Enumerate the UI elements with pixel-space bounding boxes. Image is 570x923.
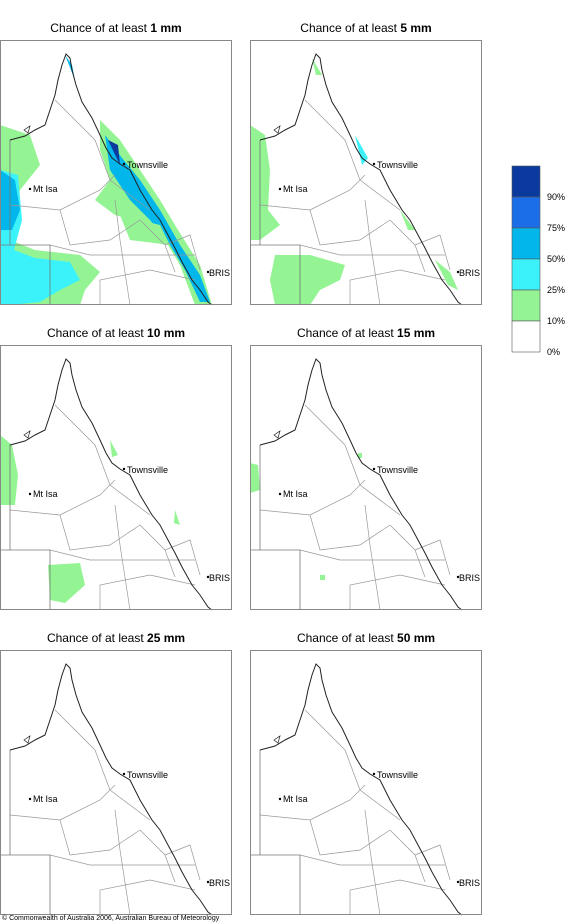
panel-title: Chance of at least 15 mm [297,326,435,340]
legend-swatch [511,165,541,198]
place-label: Mt Isa [33,489,58,499]
panel-2 [249,40,482,306]
title-amount: 1 mm [150,21,181,35]
title-amount: 25 mm [147,631,185,645]
place-label: BRIS [209,268,230,278]
title-amount: 15 mm [397,326,435,340]
panel-title: Chance of at least 1 mm [50,21,181,35]
legend-label: 25% [547,285,565,295]
place-label: Mt Isa [283,184,308,194]
title-amount: 5 mm [400,21,431,35]
place-label: Townsville [127,160,168,170]
place-label: BRIS [209,573,230,583]
panel-4 [249,345,482,611]
legend-label: 10% [547,316,565,326]
title-prefix: Chance of at least [300,21,397,35]
legend-swatch [511,289,541,322]
legend-swatch [511,196,541,229]
legend-label: 75% [547,223,565,233]
place-label: Townsville [127,465,168,475]
place-label: BRIS [209,878,230,888]
place-label: Townsville [127,770,168,780]
title-prefix: Chance of at least [297,326,394,340]
legend-label: 0% [547,347,560,357]
legend-label: 90% [547,192,565,202]
place-label: Mt Isa [283,794,308,804]
panel-1 [0,40,232,306]
copyright: © Commonwealth of Australia 2006, Austra… [2,914,220,922]
place-label: BRIS [459,878,480,888]
place-label: Townsville [377,160,418,170]
legend-label: 50% [547,254,565,264]
legend-swatch [511,320,541,353]
place-label: Mt Isa [33,794,58,804]
title-prefix: Chance of at least [297,631,394,645]
place-label: BRIS [459,573,480,583]
legend-swatch [511,258,541,291]
panel-title: Chance of at least 50 mm [297,631,435,645]
title-prefix: Chance of at least [47,326,144,340]
panel-5 [0,650,232,916]
place-label: BRIS [459,268,480,278]
place-label: Townsville [377,465,418,475]
panel-6 [249,650,482,916]
title-prefix: Chance of at least [50,21,147,35]
title-prefix: Chance of at least [47,631,144,645]
place-label: Mt Isa [283,489,308,499]
place-label: Townsville [377,770,418,780]
panel-3 [0,345,232,611]
legend-swatch [511,227,541,260]
panel-title: Chance of at least 10 mm [47,326,185,340]
title-amount: 50 mm [397,631,435,645]
title-amount: 10 mm [147,326,185,340]
panel-title: Chance of at least 25 mm [47,631,185,645]
place-label: Mt Isa [33,184,58,194]
panel-title: Chance of at least 5 mm [300,21,431,35]
